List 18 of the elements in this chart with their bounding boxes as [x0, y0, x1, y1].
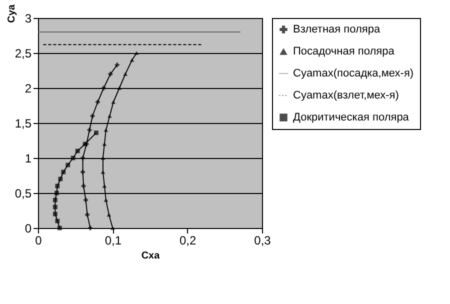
legend-label: Взлетная поляра [293, 24, 381, 36]
y-tick-label: 2,5 [14, 46, 32, 60]
y-axis-title: Cya [6, 4, 18, 23]
x-tick-label: 0,2 [179, 234, 196, 248]
legend-label: Докритическая поляра [293, 112, 410, 124]
x-tick-label: 0,1 [104, 234, 122, 248]
legend-label: Cyamax(взлет,мех-я) [293, 90, 399, 102]
x-tick-label: 0 [35, 234, 42, 248]
y-tick-label: 0,5 [14, 186, 32, 200]
legend-label: Cyamax(посадка,мех-я) [293, 68, 414, 80]
x-tick-label: 0,3 [254, 234, 272, 248]
y-tick-label: 2 [24, 82, 32, 96]
y-tick-label: 1,5 [14, 116, 32, 130]
legend-label: Посадочная поляра [293, 46, 396, 58]
y-tick-label: 1 [24, 152, 32, 166]
y-tick-label: 0 [24, 222, 32, 236]
y-tick-label: 3 [24, 12, 32, 26]
x-axis-title: Cxa [141, 250, 160, 262]
